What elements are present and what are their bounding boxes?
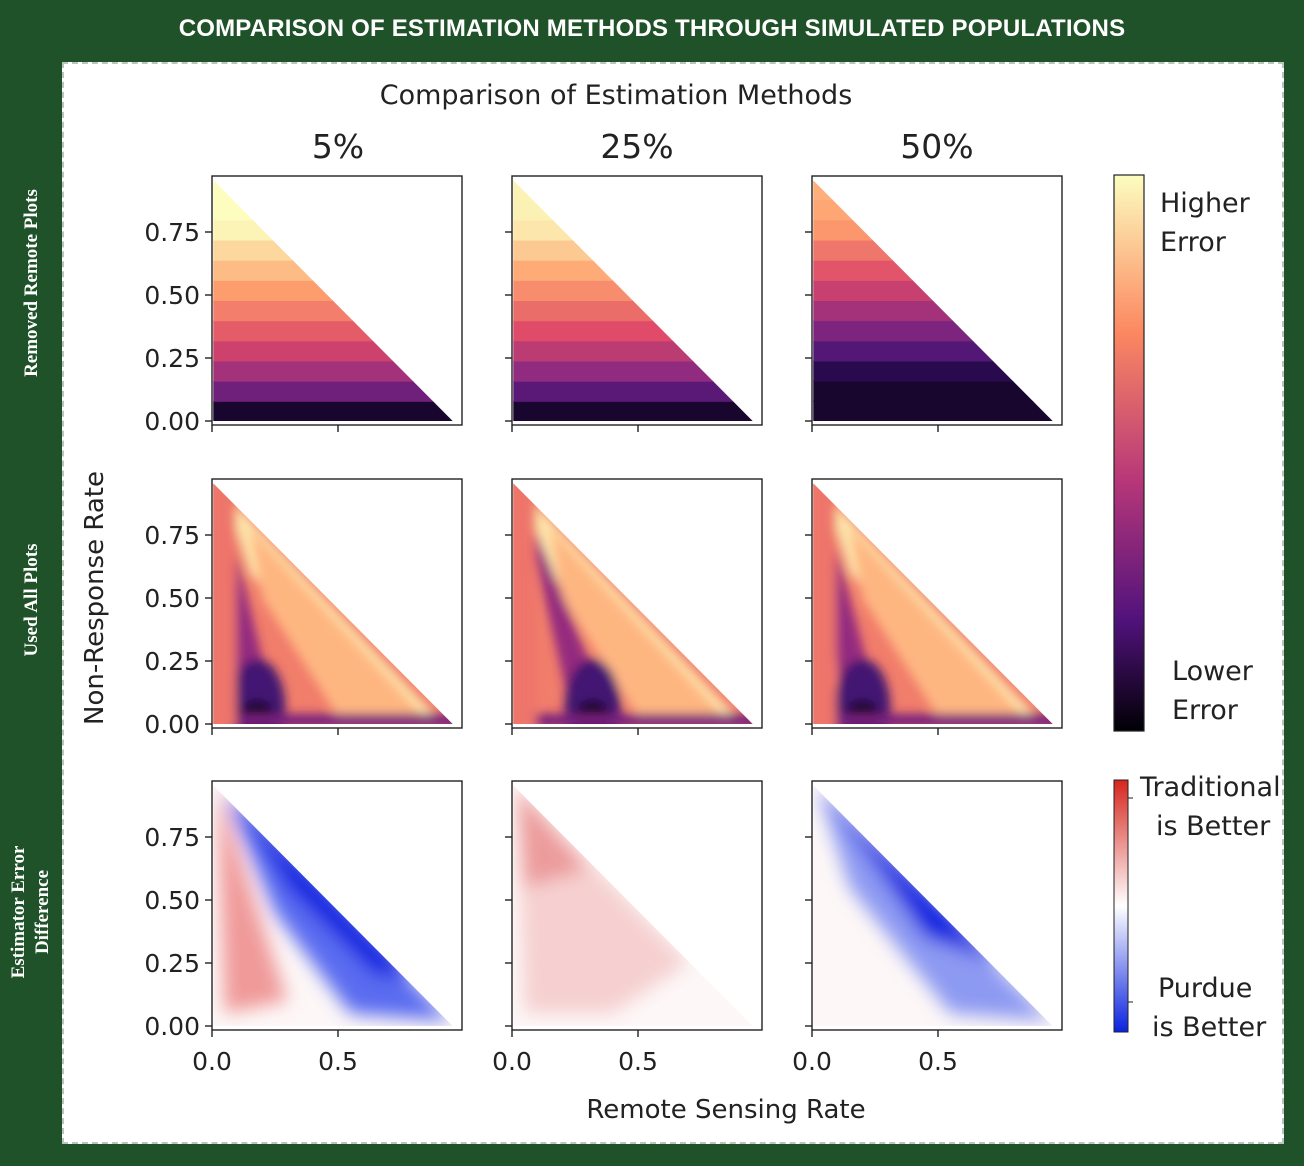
contour-band (813, 320, 1053, 342)
subplot-frame (511, 478, 763, 729)
contour-band (213, 199, 453, 221)
y-tick-label: 0.25 (144, 949, 200, 978)
contour-band (213, 300, 453, 322)
contour-band (513, 340, 753, 362)
contour-band (513, 180, 753, 201)
subplot-r0-c0: 0.00 0.25 0.50 0.75 (144, 175, 463, 436)
contour-band (213, 180, 453, 201)
diff-low-line2: is Better (1152, 1012, 1267, 1043)
difference-colorbar (1113, 779, 1129, 1033)
colorbar-low-line2: Error (1172, 695, 1239, 726)
column-title-50: 50% (900, 127, 973, 166)
contour-band (513, 259, 753, 281)
subplot-frame (211, 175, 463, 426)
contour-band (813, 279, 1053, 302)
y-tick-label: 0.50 (144, 886, 200, 915)
y-tick-label: 0.75 (144, 218, 200, 247)
subplot-frame (811, 175, 1063, 426)
contour-band (813, 400, 1053, 421)
contour-band (213, 320, 453, 342)
x-tick-label: 0.0 (492, 1047, 532, 1076)
subplot-r2-c2: 0.0 0.5 (792, 780, 1063, 1076)
chart-title: Comparison of Estimation Methods (380, 80, 853, 111)
subplot-r1-c2 (805, 478, 1063, 735)
colorbar-low-line1: Lower (1172, 656, 1254, 687)
x-tick-label: 0.5 (318, 1047, 358, 1076)
x-tick-label: 0.5 (618, 1047, 658, 1076)
contour-band (513, 199, 753, 221)
y-tick-label: 0.50 (144, 584, 200, 613)
y-tick-label: 0.50 (144, 281, 200, 310)
contour-band (513, 300, 753, 322)
contour-band (813, 199, 1053, 221)
subplot-r2-c1: 0.0 0.5 (492, 780, 763, 1076)
contour-band (213, 239, 453, 261)
contour-band (813, 259, 1053, 281)
diff-high-line2: is Better (1156, 811, 1271, 842)
contour-band (813, 180, 1053, 201)
contour-band (213, 259, 453, 281)
subplot-r0-c1 (505, 175, 763, 432)
subplot-frame (811, 478, 1063, 729)
banner-title: COMPARISON OF ESTIMATION METHODS THROUGH… (178, 15, 1126, 42)
error-colorbar (1113, 174, 1145, 732)
subplot-frame (211, 478, 463, 729)
contour-band (813, 300, 1053, 322)
x-tick-label: 0.5 (918, 1047, 958, 1076)
contour-band (513, 400, 753, 421)
contour-band (513, 219, 753, 241)
y-tick-label: 0.00 (144, 1012, 200, 1041)
x-tick-label: 0.0 (792, 1047, 832, 1076)
subplot-r2-c0: 0.00 0.25 0.50 0.75 0.0 0.5 (144, 780, 463, 1076)
contour-band (513, 239, 753, 261)
subplot-frame (511, 780, 763, 1031)
contour-band (513, 279, 753, 302)
y-axis-label: Non-Response Rate (80, 471, 110, 725)
colorbar-high-line2: Error (1160, 227, 1227, 258)
x-axis-label: Remote Sensing Rate (586, 1095, 865, 1125)
subplot-r1-c0: 0.00 0.25 0.50 0.75 (144, 478, 463, 739)
x-tick-label: 0.0 (192, 1047, 232, 1076)
contour-band (213, 340, 453, 362)
diff-high-line1: Traditional (1139, 772, 1281, 803)
y-tick-label: 0.00 (144, 407, 200, 436)
y-tick-label: 0.75 (144, 521, 200, 550)
contour-band (813, 239, 1053, 261)
contour-band (813, 219, 1053, 241)
contour-band (213, 400, 453, 421)
subplot-frame (511, 175, 763, 426)
subplot-frame (811, 780, 1063, 1031)
subplot-r0-c2 (805, 175, 1063, 432)
column-title-5: 5% (312, 127, 364, 166)
diff-low-line1: Purdue (1158, 973, 1252, 1004)
column-title-25: 25% (600, 127, 673, 166)
y-tick-label: 0.75 (144, 823, 200, 852)
contour-band (813, 360, 1053, 382)
contour-band (513, 360, 753, 382)
contour-band (213, 360, 453, 382)
subplot-frame (211, 780, 463, 1031)
contour-band (213, 219, 453, 241)
y-tick-label: 0.25 (144, 344, 200, 373)
contour-band (813, 340, 1053, 362)
y-tick-label: 0.00 (144, 710, 200, 739)
contour-band (213, 380, 453, 402)
contour-band (213, 279, 453, 302)
contour-band (513, 380, 753, 402)
contour-band (813, 380, 1053, 402)
colorbar-high-line1: Higher (1160, 188, 1251, 219)
subplot-r1-c1 (505, 478, 763, 735)
y-tick-label: 0.25 (144, 647, 200, 676)
contour-band (513, 320, 753, 342)
